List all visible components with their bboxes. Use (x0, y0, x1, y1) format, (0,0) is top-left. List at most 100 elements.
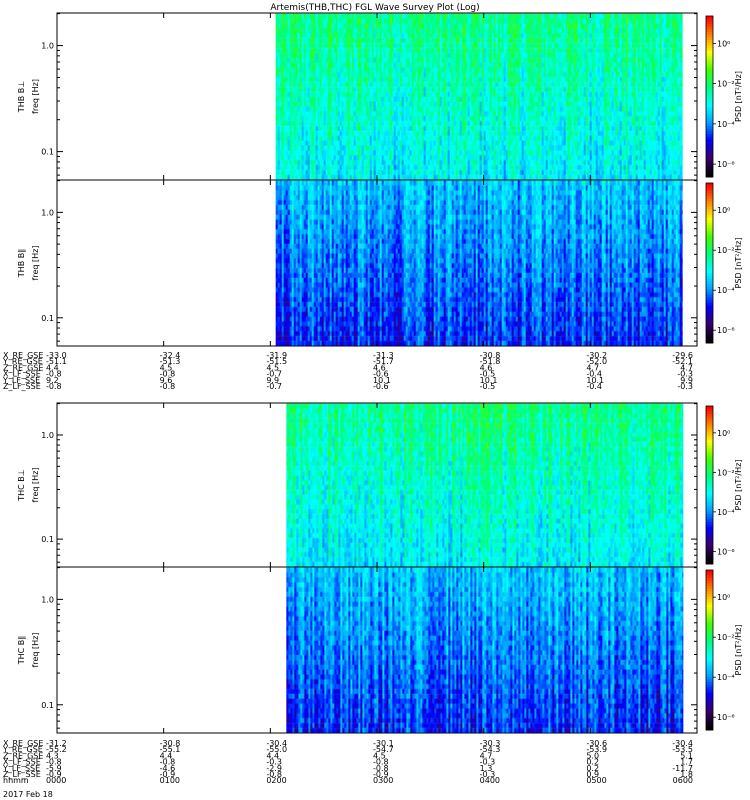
time-tick-label: 0200 (266, 776, 286, 785)
colorbar-segment (706, 300, 713, 304)
ephemeris-value: 9.9 (266, 376, 279, 385)
ephemeris-value: 4.6 (373, 363, 386, 372)
colorbar-segment (706, 690, 713, 694)
colorbar-segment (706, 647, 713, 651)
colorbar-segment (706, 498, 713, 502)
colorbar-segment (706, 332, 713, 336)
colorbar-tick-label: 10⁻⁴ (717, 673, 735, 682)
ephemeris-value: 1.8 (680, 770, 693, 779)
ephemeris-value: -0.9 (373, 770, 389, 779)
y-tick-label: 1.0 (41, 595, 54, 604)
spectrogram-image (286, 403, 684, 567)
ephemeris-value: 5.1 (680, 751, 693, 760)
colorbar-frame (705, 182, 714, 344)
ephemeris-value: -0.8 (46, 382, 62, 391)
colorbar-segment (706, 166, 713, 170)
colorbar-segment (706, 268, 713, 272)
time-row-label: hhmm (3, 776, 29, 785)
ephemeris-value: -0.3 (266, 758, 282, 767)
ephemeris-value: 4.4 (266, 751, 279, 760)
colorbar-segment (706, 477, 713, 481)
ephemeris-value: -31.2 (46, 739, 67, 748)
colorbar-tick-label: 10⁻⁴ (717, 120, 735, 129)
colorbar-segment (706, 72, 713, 76)
ephemeris-value: 4.4 (46, 363, 59, 372)
colorbar-segment (706, 104, 713, 108)
y-tick-label: 1.0 (41, 208, 54, 217)
colorbar-segment (706, 287, 713, 291)
ephemeris-row-label: X_LF_SSE (3, 370, 41, 379)
ephemeris-value: -52.0 (586, 357, 607, 366)
colorbar-segment (706, 479, 713, 483)
colorbar-segment (706, 158, 713, 162)
ephemeris-value: -0.8 (373, 758, 389, 767)
colorbar-segment (706, 201, 713, 205)
colorbar-segment (706, 642, 713, 646)
colorbar-tick-label: 10⁻² (717, 80, 735, 89)
ephemeris-value: -5.9 (46, 764, 62, 773)
ephemeris-row-label: Y_RE_GSE (2, 745, 43, 754)
ephemeris-value: 4.6 (480, 363, 493, 372)
colorbar-segment (706, 123, 713, 127)
colorbar-segment (706, 432, 713, 436)
colorbar-segment (706, 321, 713, 325)
colorbar: 10⁰ 10⁻² 10⁻⁴ 10⁻⁶ PSD [nT²/Hz] (705, 405, 743, 565)
colorbar-frame (705, 569, 714, 731)
colorbar-segment (706, 279, 713, 283)
colorbar-segment (706, 679, 713, 683)
colorbar-segment (706, 174, 713, 178)
colorbar-segment (706, 692, 713, 696)
colorbar-segment (706, 16, 713, 20)
colorbar-tick-label: 10⁰ (717, 593, 730, 602)
colorbar-segment (706, 24, 713, 28)
time-tick-label: 0500 (586, 776, 606, 785)
colorbar-segment (706, 487, 713, 491)
ephemeris-value: -51.3 (160, 357, 181, 366)
colorbar-label: PSD [nT²/Hz] (734, 71, 743, 122)
ephemeris-value: -30.2 (586, 351, 607, 360)
colorbar-segment (706, 225, 713, 229)
colorbar-segment (706, 191, 713, 195)
colorbar-segment (706, 276, 713, 280)
ephemeris-value: 4.5 (160, 363, 173, 372)
time-tick-label: 0100 (160, 776, 180, 785)
colorbar-segment (706, 217, 713, 221)
chart-title: Artemis(THB,THC) FGL Wave Survey Plot (L… (270, 3, 479, 13)
y-tick-label: 0.1 (41, 535, 54, 544)
colorbar-segment (706, 228, 713, 232)
colorbar-segment (706, 58, 713, 63)
colorbar-segment (706, 706, 713, 710)
colorbar-segment (706, 492, 713, 497)
colorbar-segment (706, 199, 713, 203)
colorbar-segment (706, 107, 713, 111)
colorbar-segment (706, 684, 713, 688)
time-tick-label: 0000 (46, 776, 66, 785)
colorbar-segment (706, 620, 713, 624)
ephemeris-value: -0.7 (266, 370, 282, 379)
colorbar-segment (706, 37, 713, 41)
colorbar-segment (706, 297, 713, 301)
colorbar-segment (706, 471, 713, 475)
colorbar-segment (706, 695, 713, 699)
colorbar-segment (706, 588, 713, 592)
colorbar-segment (706, 508, 713, 512)
colorbar-segment (706, 724, 713, 728)
colorbar-segment (706, 456, 713, 460)
colorbar-segment (706, 516, 713, 520)
panel-4: 1.0 0.1 THC B∥ freq [Hz] 10⁰ 10⁻² 10⁻⁴ 10⁻⁶ PSD … (17, 566, 743, 734)
colorbar-segment (706, 284, 713, 288)
colorbar-segment (706, 519, 713, 523)
ephemeris-block-2: X_RE_GSE -31.2 -30.8 -30.4 -30.1 -30.3 -30.6 -3… (2, 739, 693, 779)
colorbar-segment (706, 196, 713, 200)
colorbar-tick-label: 10⁰ (717, 429, 730, 438)
ephemeris-value: -51.7 (373, 357, 394, 366)
colorbar-segment (706, 714, 713, 718)
colorbar-segment (706, 524, 713, 528)
colorbar-tick-label: 10⁻⁴ (717, 508, 735, 517)
colorbar-segment (706, 231, 713, 235)
ephemeris-value: -0.8 (160, 758, 176, 767)
colorbar-segment (706, 209, 713, 213)
colorbar-segment (706, 257, 713, 261)
colorbar-segment (706, 708, 713, 712)
colorbar-segment (706, 295, 713, 299)
